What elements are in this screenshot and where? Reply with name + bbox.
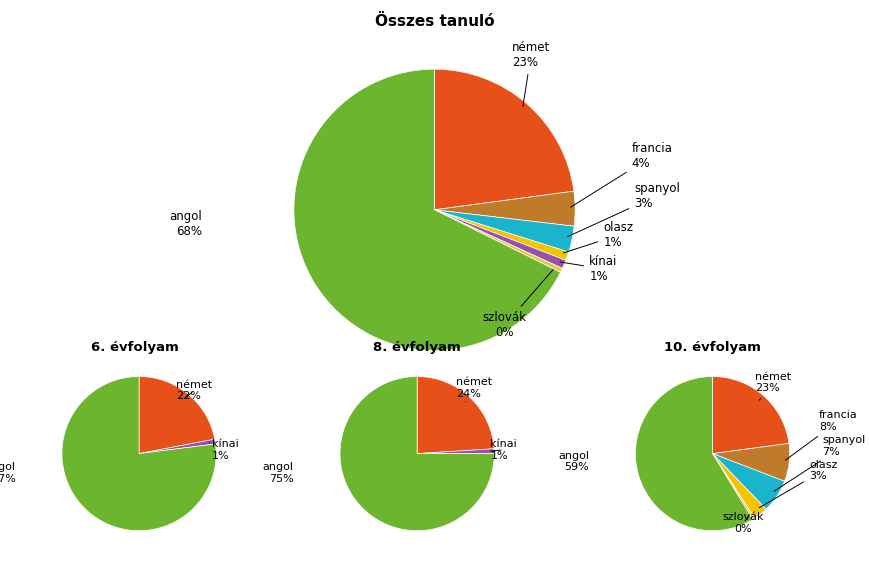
Wedge shape	[417, 448, 494, 454]
Wedge shape	[62, 376, 216, 531]
Wedge shape	[713, 454, 755, 519]
Text: kínai
1%: kínai 1%	[209, 439, 239, 460]
Wedge shape	[139, 376, 215, 454]
Wedge shape	[139, 439, 216, 454]
Text: spanyol
3%: spanyol 3%	[567, 182, 680, 236]
Text: francia
4%: francia 4%	[570, 142, 673, 208]
Wedge shape	[434, 191, 575, 226]
Text: szlovák
0%: szlovák 0%	[723, 512, 764, 534]
Text: olasz
1%: olasz 1%	[563, 221, 634, 253]
Text: angol
59%: angol 59%	[558, 451, 589, 472]
Text: angol
68%: angol 68%	[169, 210, 202, 238]
Text: 8. évfolyam: 8. évfolyam	[374, 341, 461, 354]
Wedge shape	[713, 443, 790, 481]
Text: spanyol
7%: spanyol 7%	[774, 435, 866, 492]
Text: német
22%: német 22%	[176, 379, 212, 401]
Wedge shape	[294, 69, 561, 350]
Text: 6. évfolyam: 6. évfolyam	[91, 341, 178, 354]
Wedge shape	[713, 376, 789, 454]
Wedge shape	[434, 210, 566, 268]
Wedge shape	[635, 376, 753, 531]
Text: 10. évfolyam: 10. évfolyam	[664, 341, 761, 354]
Text: német
24%: német 24%	[455, 377, 492, 402]
Wedge shape	[713, 454, 766, 518]
Wedge shape	[434, 210, 574, 252]
Text: kínai
1%: kínai 1%	[561, 255, 618, 283]
Text: német
23%: német 23%	[512, 41, 550, 107]
Wedge shape	[713, 454, 785, 509]
Wedge shape	[340, 376, 494, 531]
Wedge shape	[434, 69, 574, 210]
Text: kínai
1%: kínai 1%	[490, 439, 517, 460]
Wedge shape	[417, 376, 494, 454]
Text: angol
77%: angol 77%	[0, 462, 16, 484]
Text: angol
75%: angol 75%	[262, 462, 294, 484]
Title: Összes tanuló: Összes tanuló	[375, 14, 494, 29]
Text: olasz
3%: olasz 3%	[760, 460, 838, 507]
Wedge shape	[434, 210, 562, 272]
Text: szlovák
0%: szlovák 0%	[483, 269, 554, 339]
Wedge shape	[434, 210, 568, 260]
Text: német
23%: német 23%	[755, 372, 791, 400]
Text: francia
8%: francia 8%	[786, 411, 858, 460]
